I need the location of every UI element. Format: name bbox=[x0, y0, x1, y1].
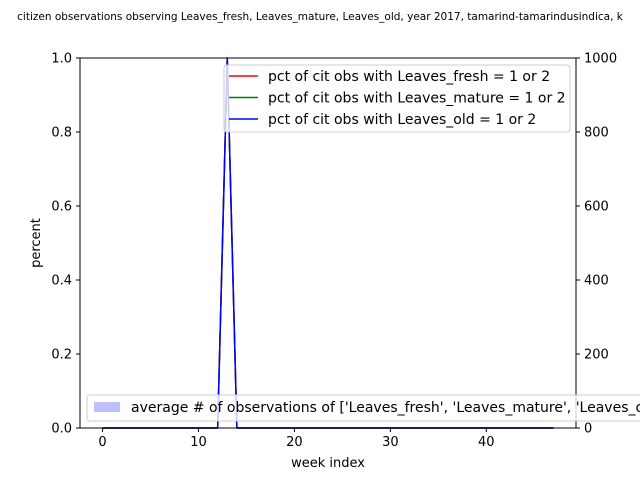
x-tick-label: 0 bbox=[98, 435, 106, 450]
plot-frame bbox=[79, 57, 577, 429]
x-axis-label: week index bbox=[291, 456, 365, 471]
y2-tick-label: 0 bbox=[584, 422, 592, 437]
x-axis: 0 10 20 30 40 bbox=[98, 428, 495, 450]
legend-label-3: pct of cit obs with Leaves_old = 1 or 2 bbox=[268, 112, 536, 128]
x-tick-label: 10 bbox=[190, 435, 207, 450]
legend-label-1: pct of cit obs with Leaves_fresh = 1 or … bbox=[268, 69, 550, 85]
y-tick-label: 0.8 bbox=[51, 126, 72, 141]
y-tick-label: 0.6 bbox=[51, 200, 72, 215]
y-axis-label: percent bbox=[29, 218, 44, 268]
chart-title: citizen observations observing Leaves_fr… bbox=[17, 11, 624, 23]
y2-tick-label: 800 bbox=[584, 126, 609, 141]
y2-tick-label: 200 bbox=[584, 348, 609, 363]
x-tick-label: 40 bbox=[478, 435, 495, 450]
y-tick-label: 0.4 bbox=[51, 274, 72, 289]
y-tick-label: 0.0 bbox=[51, 422, 72, 437]
x-tick-label: 20 bbox=[286, 435, 303, 450]
legend-bar-label: average # of observations of ['Leaves_fr… bbox=[131, 400, 640, 416]
y-tick-label: 1.0 bbox=[51, 52, 72, 67]
legend-lines-box bbox=[223, 64, 571, 133]
y2-tick-label: 400 bbox=[584, 274, 609, 289]
y-axis-right: 0 200 400 600 800 1000 bbox=[576, 52, 617, 437]
legend-bars: average # of observations of ['Leaves_fr… bbox=[86, 394, 640, 422]
y-axis-left: 0.0 0.2 0.4 0.6 0.8 1.0 bbox=[51, 52, 80, 437]
legend-bars-box bbox=[86, 394, 640, 422]
y-tick-label: 0.2 bbox=[51, 348, 72, 363]
legend-bar-swatch bbox=[94, 402, 120, 412]
legend-lines: pct of cit obs with Leaves_fresh = 1 or … bbox=[223, 64, 571, 133]
y2-tick-label: 1000 bbox=[584, 52, 617, 67]
y2-tick-label: 600 bbox=[584, 200, 609, 215]
x-tick-label: 30 bbox=[382, 435, 399, 450]
legend-label-2: pct of cit obs with Leaves_mature = 1 or… bbox=[268, 91, 566, 107]
